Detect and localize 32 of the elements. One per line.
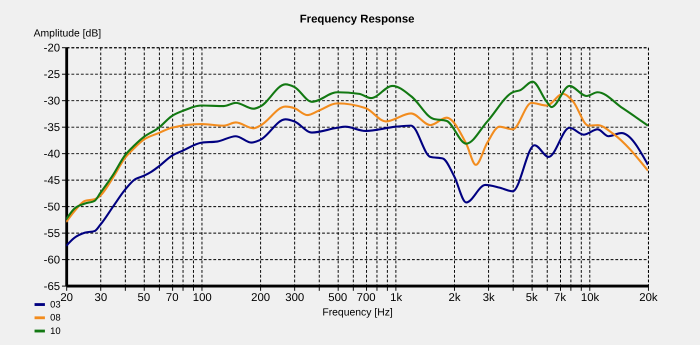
x-tick-label: 100 xyxy=(192,292,212,304)
x-tick-label: 300 xyxy=(285,292,304,304)
x-tick-label: 7k xyxy=(554,292,566,304)
x-tick-label: 20 xyxy=(60,292,73,304)
y-tick-label: -20 xyxy=(44,42,60,54)
y-tick-label: -35 xyxy=(44,122,60,134)
x-tick-label: 2k xyxy=(448,292,461,304)
x-tick-label: 700 xyxy=(356,292,376,304)
x-tick-label: 70 xyxy=(166,292,179,304)
y-tick-label: -40 xyxy=(44,148,60,160)
y-tick-label: -65 xyxy=(44,280,60,293)
x-tick-label: 50 xyxy=(138,292,150,304)
legend-label: 08 xyxy=(50,312,61,324)
y-tick-label: -60 xyxy=(44,254,60,266)
legend-label: 10 xyxy=(50,326,61,337)
x-tick-label: 1k xyxy=(390,292,402,304)
x-tick-label: 3k xyxy=(482,292,495,304)
y-tick-label: -50 xyxy=(44,201,60,214)
y-tick-label: -30 xyxy=(44,95,60,108)
y-tick-label: -45 xyxy=(44,174,60,187)
x-tick-label: 20k xyxy=(639,292,658,304)
x-tick-label: 10k xyxy=(580,292,600,304)
y-axis-title: Amplitude [dB] xyxy=(34,28,102,40)
x-tick-label: 5k xyxy=(526,292,538,304)
legend-label: 03 xyxy=(50,299,61,310)
x-tick-label: 500 xyxy=(328,292,348,304)
x-tick-label: 200 xyxy=(251,292,270,304)
y-tick-label: -25 xyxy=(44,68,60,81)
y-tick-label: -55 xyxy=(44,228,60,240)
chart-title: Frequency Response xyxy=(300,14,414,26)
x-axis-title: Frequency [Hz] xyxy=(322,307,393,318)
x-tick-label: 30 xyxy=(94,292,108,304)
